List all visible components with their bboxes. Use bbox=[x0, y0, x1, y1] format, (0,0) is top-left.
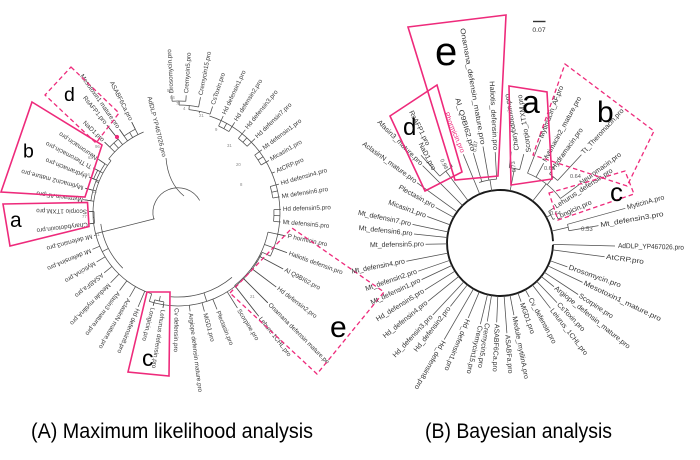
svg-text:c: c bbox=[142, 345, 154, 371]
svg-text:31: 31 bbox=[227, 143, 232, 148]
svg-text:21: 21 bbox=[250, 294, 255, 299]
svg-text:0.68: 0.68 bbox=[544, 166, 555, 172]
svg-text:21: 21 bbox=[199, 113, 204, 118]
svg-text:94: 94 bbox=[170, 95, 175, 100]
svg-text:c: c bbox=[610, 177, 623, 207]
svg-text:Cv defensin.pro: Cv defensin.pro bbox=[172, 308, 180, 353]
svg-text:b: b bbox=[597, 96, 614, 129]
svg-text:(A) Maximum likelihood analysi: (A) Maximum likelihood analysis bbox=[31, 420, 313, 443]
svg-text:Mt_defensin5.pro: Mt_defensin5.pro bbox=[370, 241, 424, 249]
svg-text:e: e bbox=[435, 30, 457, 74]
svg-text:Scorpio 1TXM.pro: Scorpio 1TXM.pro bbox=[36, 207, 87, 215]
svg-text:13: 13 bbox=[92, 189, 97, 194]
svg-text:a: a bbox=[522, 84, 540, 120]
svg-text:63: 63 bbox=[88, 155, 93, 160]
svg-text:52: 52 bbox=[167, 88, 172, 93]
svg-text:a: a bbox=[10, 209, 22, 232]
svg-text:71: 71 bbox=[176, 101, 181, 106]
svg-text:(B) Bayesian analysis: (B) Bayesian analysis bbox=[425, 420, 612, 443]
svg-text:84: 84 bbox=[85, 172, 90, 177]
svg-text:d: d bbox=[403, 114, 416, 141]
svg-text:0.53: 0.53 bbox=[581, 227, 593, 233]
svg-text:96: 96 bbox=[95, 144, 100, 149]
svg-text:41: 41 bbox=[95, 232, 100, 237]
svg-text:b: b bbox=[23, 141, 34, 163]
svg-text:e: e bbox=[330, 311, 347, 344]
svg-text:0.07: 0.07 bbox=[532, 27, 545, 34]
svg-text:d: d bbox=[64, 84, 75, 106]
svg-text:0.64: 0.64 bbox=[570, 174, 581, 180]
svg-text:0.73: 0.73 bbox=[511, 161, 518, 172]
svg-text:20: 20 bbox=[236, 162, 241, 167]
svg-text:77: 77 bbox=[82, 214, 87, 219]
